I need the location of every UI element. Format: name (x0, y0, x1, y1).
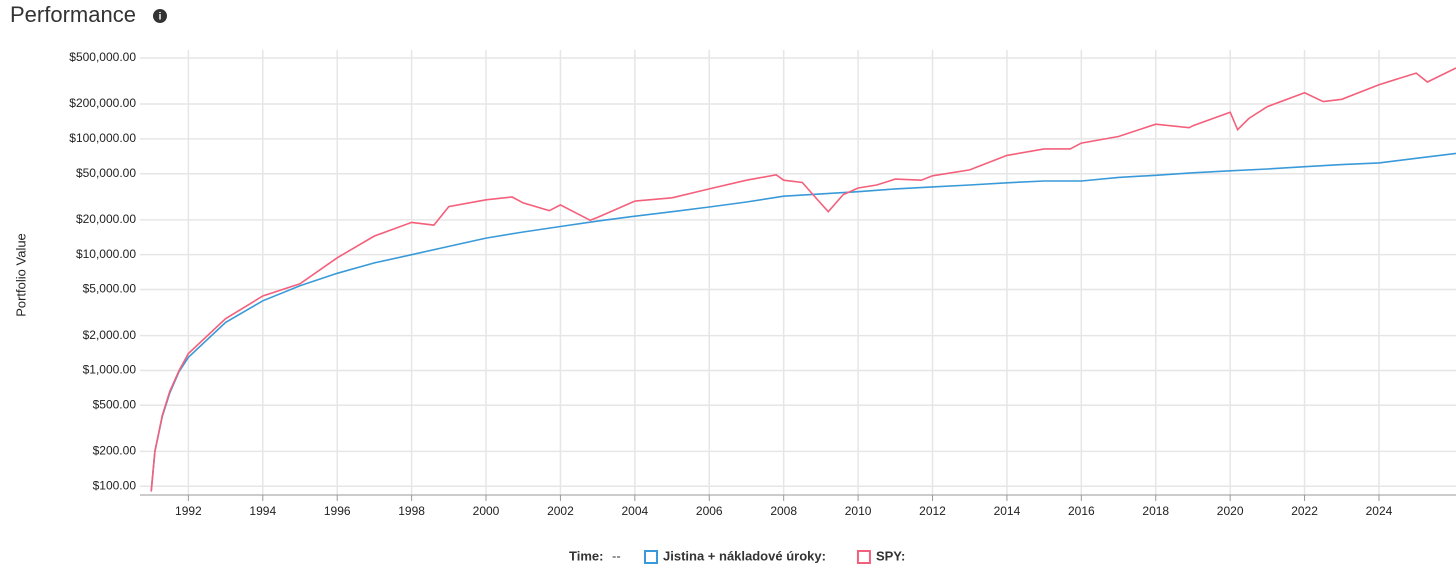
info-icon[interactable]: i (153, 9, 167, 23)
series-line (150, 152, 1456, 492)
x-tick-label: 2014 (994, 504, 1021, 518)
x-tick-label: 2024 (1366, 504, 1393, 518)
x-tick-label: 2002 (547, 504, 574, 518)
x-tick-label: 2000 (473, 504, 500, 518)
x-tick-label: 1994 (249, 504, 276, 518)
x-tick-label: 1992 (175, 504, 202, 518)
x-tick-label: 2004 (621, 504, 648, 518)
x-tick-label: 2018 (1142, 504, 1169, 518)
legend-label: SPY: (876, 548, 905, 563)
x-tick-label: 1996 (324, 504, 351, 518)
x-tick-label: 2006 (696, 504, 723, 518)
y-tick-label: $50,000.00 (76, 166, 136, 180)
y-tick-label: $10,000.00 (76, 247, 136, 261)
y-tick-label: $1,000.00 (83, 363, 137, 377)
legend-time-label: Time: (569, 548, 603, 563)
legend-swatch (856, 550, 871, 564)
y-tick-label: $2,000.00 (83, 328, 137, 342)
x-tick-label: 2020 (1217, 504, 1244, 518)
y-tick-label: $20,000.00 (76, 212, 136, 226)
legend-label: Jistina + nákladové úroky: (663, 548, 826, 563)
x-tick-label: 2016 (1068, 504, 1095, 518)
y-tick-label: $200.00 (93, 444, 137, 458)
series-line (150, 67, 1456, 492)
y-axis-label: Portfolio Value (13, 233, 28, 317)
y-tick-label: $200,000.00 (69, 96, 136, 110)
x-tick-label: 2008 (770, 504, 797, 518)
x-tick-label: 2012 (919, 504, 946, 518)
svg-text:i: i (159, 12, 162, 23)
legend-time-value: -- (612, 548, 621, 563)
y-tick-label: $500,000.00 (69, 50, 136, 64)
legend-swatch (644, 550, 658, 564)
chart-title: Performance (10, 2, 136, 27)
x-tick-label: 1998 (398, 504, 425, 518)
y-tick-label: $5,000.00 (83, 282, 137, 296)
y-tick-label: $100,000.00 (69, 131, 136, 145)
y-tick-label: $100.00 (93, 478, 137, 492)
x-tick-label: 2022 (1291, 504, 1318, 518)
x-tick-label: 2010 (845, 504, 872, 518)
y-tick-label: $500.00 (93, 397, 137, 411)
